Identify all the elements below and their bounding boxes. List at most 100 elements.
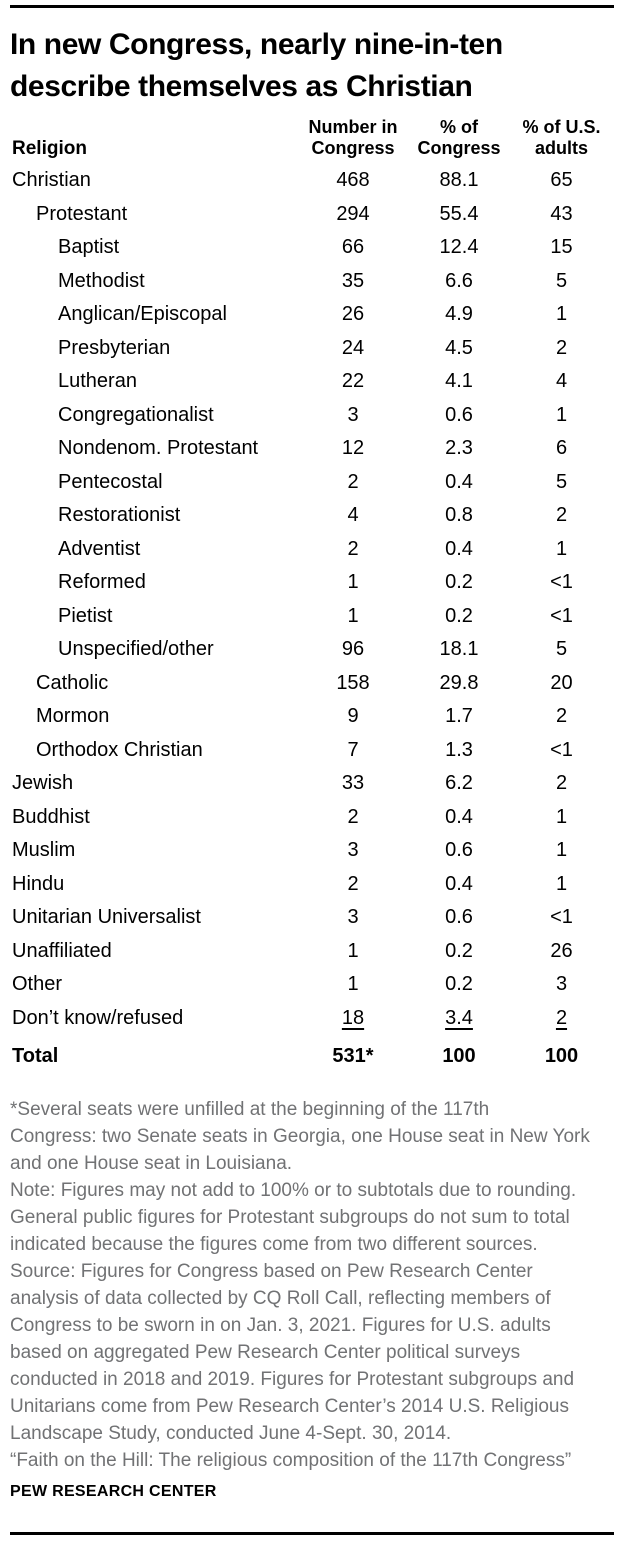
number-in-congress-value: 3 [347,906,359,929]
table-row: Pentecostal 2 0.4 5 [10,466,614,500]
footnote-line: conducted in 2018 and 2019. Figures for … [10,1369,575,1390]
table-row: Methodist 35 6.6 5 [10,265,614,299]
footnote-line: analysis of data collected by CQ Roll Ca… [10,1288,551,1309]
total-number-in-congress-value: 531* [332,1044,374,1067]
pct-congress-value: 4.5 [445,336,473,359]
pct-us-adults-value: 1 [555,403,568,426]
pct-us-adults-value: 2 [555,504,568,527]
religion-label: Pietist [58,604,113,627]
number-in-congress-value: 35 [341,269,365,292]
table-total-row: Total 531* 100 100 [10,1037,614,1075]
total-pct-congress-value: 100 [442,1044,476,1067]
table-row: Other 1 0.2 3 [10,968,614,1002]
table-row: Christian 468 88.1 65 [10,164,614,198]
pct-us-adults-value: 5 [555,269,568,292]
table-row: Unitarian Universalist 3 0.6 <1 [10,901,614,935]
table-row: Hindu 2 0.4 1 [10,868,614,902]
pew-table-graphic: In new Congress, nearly nine-in-ten desc… [0,5,624,1543]
pct-congress-value: 3.4 [445,1006,473,1029]
religion-label: Presbyterian [58,336,171,359]
table-row: Nondenom. Protestant 12 2.3 6 [10,432,614,466]
pct-us-adults-value: 43 [550,202,573,225]
religion-label: Hindu [12,872,65,895]
pct-congress-value: 12.4 [439,236,479,259]
footnote-line: indicated because the figures come from … [10,1234,538,1255]
number-in-congress-value: 1 [347,973,359,996]
pct-us-adults-value: 5 [555,470,568,493]
pct-us-adults-value: 2 [555,336,568,359]
religion-label: Muslim [12,839,76,862]
col-header-line: % of [440,117,478,137]
table-row: Unaffiliated 1 0.2 26 [10,935,614,969]
pct-congress-value: 0.6 [445,839,473,862]
number-in-congress-value: 294 [336,202,370,225]
footnote-line: Note: Figures may not add to 100% or to … [10,1180,577,1201]
chart-title-line-1: In new Congress, nearly nine-in-ten [10,28,503,61]
pct-us-adults-value: 2 [555,705,568,728]
number-in-congress-value: 66 [341,236,365,259]
table-row: Baptist 66 12.4 15 [10,231,614,265]
pew-research-center-wordmark: PEW RESEARCH CENTER [10,1483,217,1500]
col-header-line: % of U.S. [522,117,601,137]
pct-congress-value: 0.2 [445,604,473,627]
number-in-congress-value: 33 [341,772,365,795]
number-in-congress-value: 468 [336,169,370,192]
pct-us-adults-value: <1 [550,906,573,929]
pct-congress-value: 0.8 [445,504,473,527]
pct-us-adults-value: 15 [550,236,573,259]
pct-us-adults-value: 6 [555,437,568,460]
footnote-line: Source: Figures for Congress based on Pe… [10,1261,533,1282]
number-in-congress-value: 158 [336,671,370,694]
chart-title: In new Congress, nearly nine-in-ten desc… [10,24,614,108]
number-in-congress-value: 2 [347,805,359,828]
table-row: Restorationist 4 0.8 2 [10,499,614,533]
pct-congress-value: 1.7 [445,705,473,728]
number-in-congress-value: 18 [341,1006,365,1029]
religion-label: Congregationalist [58,403,214,426]
col-header-number-in-congress: Number in Congress [297,117,409,159]
table-row: Orthodox Christian 7 1.3 <1 [10,734,614,768]
pct-us-adults-value: 2 [555,1006,568,1029]
pct-us-adults-value: 1 [555,537,568,560]
number-in-congress-value: 7 [347,738,359,761]
table-row: Anglican/Episcopal 26 4.9 1 [10,298,614,332]
footnote-line: based on aggregated Pew Research Center … [10,1342,521,1363]
religion-label: Mormon [36,705,110,728]
col-header-line: Number in [308,117,398,137]
pct-us-adults-value: 5 [555,638,568,661]
footnote-line: Landscape Study, conducted June 4-Sept. … [10,1423,452,1444]
footnotes-block: *Several seats were unfilled at the begi… [10,1096,614,1474]
number-in-congress-value: 12 [341,437,365,460]
pct-us-adults-value: 3 [555,973,568,996]
pct-us-adults-value: <1 [550,571,573,594]
religion-label: Catholic [36,671,109,694]
col-header-line: Congress [311,138,395,158]
top-rule [10,5,614,8]
chart-title-line-2: describe themselves as Christian [10,70,473,103]
table-row: Adventist 2 0.4 1 [10,533,614,567]
religion-label: Unaffiliated [12,939,112,962]
religion-label: Buddhist [12,805,90,828]
religion-label: Orthodox Christian [36,738,203,761]
number-in-congress-value: 96 [341,638,365,661]
religion-label: Anglican/Episcopal [58,303,227,326]
pct-congress-value: 6.2 [445,772,473,795]
table-row: Don’t know/refused 18 3.4 2 [10,1002,614,1036]
total-pct-us-adults-value: 100 [544,1044,579,1067]
table-row: Protestant 294 55.4 43 [10,198,614,232]
col-header-pct-us-adults: % of U.S. adults [509,117,614,159]
religion-label: Methodist [58,269,145,292]
number-in-congress-value: 24 [341,336,365,359]
pct-congress-value: 29.8 [439,671,479,694]
pct-congress-value: 0.4 [445,470,473,493]
pct-congress-value: 0.2 [445,973,473,996]
footnote-line: and one House seat in Louisiana. [10,1153,293,1174]
religion-label: Reformed [58,571,146,594]
number-in-congress-value: 4 [347,504,359,527]
religion-label: Adventist [58,537,141,560]
pct-us-adults-value: 1 [555,839,568,862]
religion-label: Unspecified/other [58,638,214,661]
pct-us-adults-value: 1 [555,872,568,895]
table-row: Presbyterian 24 4.5 2 [10,332,614,366]
religion-label: Other [12,973,63,996]
